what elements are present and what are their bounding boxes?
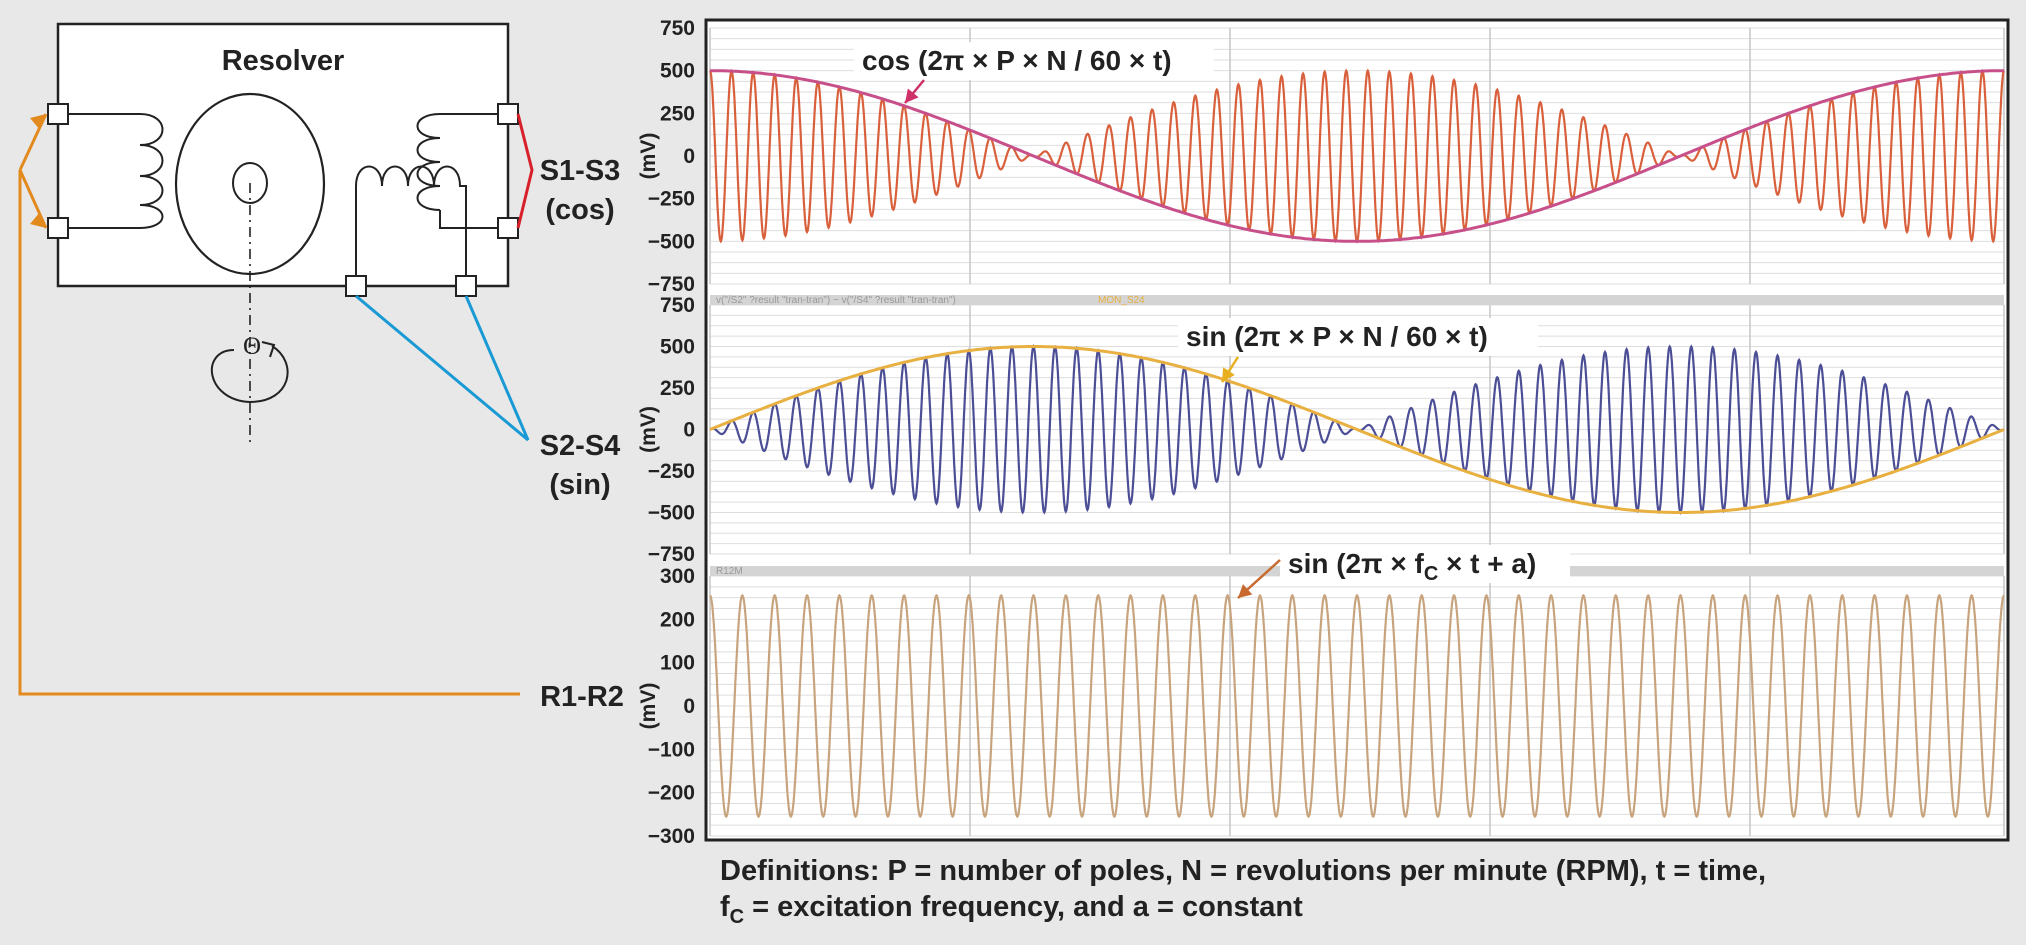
tick-label: 250: [660, 102, 695, 125]
label-cos: (cos): [545, 194, 614, 226]
tick-label: 250: [660, 377, 695, 400]
theta-symbol: Θ: [243, 333, 261, 360]
envelope-trace: [709, 345, 2005, 514]
label-s1-s3: S1-S3: [540, 155, 621, 187]
arrow-r2-icon: [30, 212, 46, 228]
plot-excitation: 300 200 100 0 −100 −200 −300 (mV) R12M sin (2π × …: [637, 545, 2005, 848]
scope-panel: 750 500 250 0 −250 −500 −750 (mV) cos (2π × P × …: [637, 17, 2010, 848]
annotation-sub: C: [1424, 563, 1438, 585]
label-s2-s4: S2-S4: [540, 430, 621, 462]
plot-sin: 750 500 250 0 −250 −500 −750 (mV) v("/S2" ?resul…: [637, 294, 2005, 566]
envelope-trace: [710, 69, 2004, 243]
annotation-bg: [1178, 318, 1538, 356]
tick-label: −750: [648, 273, 695, 296]
annotation-tail: × t + a): [1438, 548, 1536, 579]
tick-label: 500: [660, 60, 695, 83]
tick-label: 750: [660, 294, 695, 317]
rotor-winding: [58, 113, 164, 229]
tick-label: 0: [683, 419, 695, 442]
unit-label: (mV): [637, 133, 660, 180]
label-r1-r2: R1-R2: [540, 681, 624, 713]
trace-legend: v("/S2" ?result "tran-tran") − v("/S4" ?…: [716, 295, 956, 306]
trace-legend-name: MON_S24: [1098, 295, 1145, 306]
annotation-arrowhead-icon: [1238, 584, 1253, 598]
signal-wires: [18, 113, 534, 696]
tick-label: −250: [648, 460, 695, 483]
arrow-r1-icon: [30, 114, 46, 130]
annotation-text: sin (2π × fC × t + a): [1288, 548, 1536, 585]
label-sin: (sin): [549, 469, 610, 501]
scope-frame: [704, 18, 2010, 842]
terminal-s4: [455, 275, 477, 297]
annotation-main: sin (2π × f: [1288, 548, 1424, 579]
carrier-trace: [709, 593, 2005, 819]
terminal-s1: [497, 103, 519, 125]
terminal-s2: [345, 275, 367, 297]
resolver-schematic: Resolver Θ: [47, 22, 519, 446]
annotation-excitation: sin (2π × fC × t + a): [1237, 545, 1570, 599]
tick-label: 300: [660, 565, 695, 588]
annotation-text: sin (2π × P × N / 60 × t): [1186, 321, 1488, 352]
annotation-bg: [1280, 545, 1570, 583]
rotation-arrowhead-icon: [261, 341, 276, 358]
annotation-text: cos (2π × P × N / 60 × t): [862, 45, 1172, 76]
wire-r1-r2: [18, 170, 520, 696]
tick-label: −500: [648, 230, 695, 253]
panel-separator: [710, 295, 2004, 305]
unit-label: (mV): [637, 406, 660, 453]
definitions: Definitions: P = number of poles, N = re…: [720, 855, 1766, 928]
trace-legend: R12M: [716, 566, 743, 577]
definitions-line2-tail: = excitation frequency, and a = constant: [744, 891, 1303, 923]
tick-label: 200: [660, 608, 695, 631]
tick-label: 0: [683, 145, 695, 168]
terminal-r2: [47, 217, 69, 239]
tick-label: 100: [660, 652, 695, 675]
signal-labels: S1-S3 (cos) S2-S4 (sin) R1-R2: [540, 155, 624, 713]
tick-label: 500: [660, 336, 695, 359]
resolver-title: Resolver: [222, 45, 345, 77]
tick-label: 0: [683, 695, 695, 718]
tick-label: −300: [648, 825, 695, 848]
annotation-sin: sin (2π × P × N / 60 × t): [1178, 318, 1538, 383]
tick-label: 750: [660, 17, 695, 40]
definitions-line2: fC = excitation frequency, and a = const…: [720, 891, 1303, 928]
tick-label: −100: [648, 738, 695, 761]
definitions-fc: f: [720, 891, 730, 923]
unit-label: (mV): [637, 683, 660, 730]
annotation-bg: [854, 42, 1214, 80]
wire-s1-s3: [516, 113, 534, 229]
wire-r1-r2-branches: [18, 113, 48, 229]
tick-label: −200: [648, 782, 695, 805]
tick-label: −750: [648, 543, 695, 566]
stator-sin-winding: [355, 165, 467, 286]
annotation-cos: cos (2π × P × N / 60 × t): [854, 42, 1214, 104]
terminal-s3: [497, 217, 519, 239]
plot-cos: 750 500 250 0 −250 −500 −750 (mV) cos (2π × P × …: [637, 17, 2005, 296]
definitions-line1: Definitions: P = number of poles, N = re…: [720, 855, 1766, 887]
annotation-arrowhead-icon: [1222, 367, 1235, 382]
rotor-shaft: [232, 162, 268, 204]
annotation-arrowhead-icon: [905, 88, 919, 103]
tick-label: −250: [648, 188, 695, 211]
wire-s2-s4: [355, 294, 530, 442]
resolver-housing: [56, 22, 510, 288]
tick-label: −500: [648, 502, 695, 525]
definitions-fc-sub: C: [730, 906, 744, 928]
terminal-r1: [47, 103, 69, 125]
rotation-arrow-icon: [210, 345, 289, 404]
